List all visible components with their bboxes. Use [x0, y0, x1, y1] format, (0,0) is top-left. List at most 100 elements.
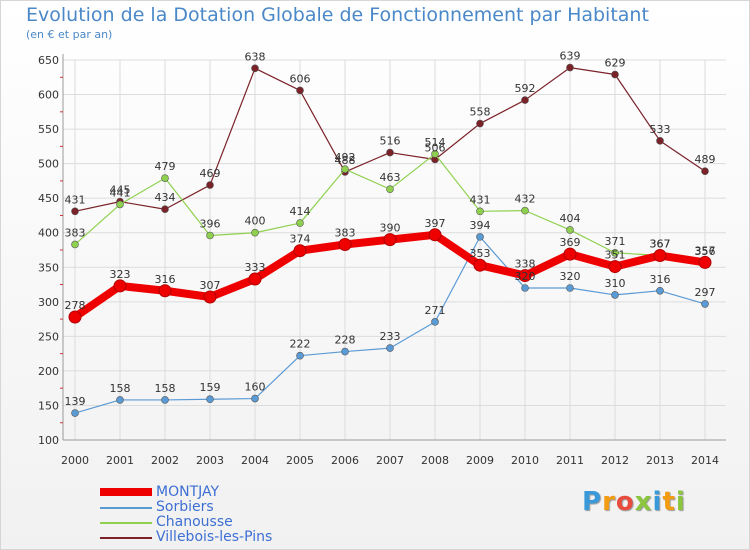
chart-title: Evolution de la Dotation Globale de Fonc…	[26, 4, 649, 26]
data-label-villebois-les-pins: 638	[245, 50, 266, 63]
data-label-villebois-les-pins: 639	[560, 50, 581, 63]
data-label-montjay: 333	[245, 261, 266, 274]
logo-letter: r	[602, 487, 616, 517]
data-point-montjay	[473, 258, 487, 272]
data-label-montjay: 323	[110, 268, 131, 281]
data-label-chanousse: 492	[335, 151, 356, 164]
data-label-montjay: 278	[65, 299, 86, 312]
data-point-montjay	[248, 272, 262, 286]
data-label-villebois-les-pins: 445	[110, 184, 131, 197]
data-label-chanousse: 396	[200, 217, 221, 230]
data-point-villebois-les-pins	[206, 181, 214, 189]
x-tick-label: 2002	[151, 454, 179, 467]
data-label-montjay: 307	[200, 279, 221, 292]
data-label-sorbiers: 320	[515, 270, 536, 283]
data-point-montjay	[68, 310, 82, 324]
x-tick-label: 2010	[511, 454, 539, 467]
data-label-villebois-les-pins: 558	[470, 106, 491, 119]
data-point-montjay	[428, 228, 442, 242]
data-point-sorbiers	[656, 286, 664, 295]
data-label-sorbiers: 394	[470, 219, 491, 232]
logo-letter: P	[582, 487, 603, 517]
data-point-villebois-les-pins	[296, 86, 304, 95]
logo-letter: i	[675, 487, 686, 517]
data-point-sorbiers	[251, 394, 259, 403]
data-point-montjay	[113, 279, 127, 293]
x-tick-label: 2006	[331, 454, 359, 467]
logo-letter: i	[652, 487, 663, 517]
data-label-sorbiers: 228	[335, 334, 356, 347]
data-label-sorbiers: 158	[110, 382, 131, 395]
data-label-chanousse: 431	[470, 193, 491, 206]
data-point-montjay	[608, 260, 622, 274]
x-tick-label: 2014	[691, 454, 719, 467]
data-point-sorbiers	[701, 300, 709, 308]
x-tick-label: 2003	[196, 454, 224, 467]
data-label-villebois-les-pins: 629	[605, 57, 626, 70]
data-point-montjay	[563, 247, 577, 261]
x-tick-label: 2011	[556, 454, 584, 467]
data-label-montjay: 351	[605, 249, 626, 262]
data-point-villebois-les-pins	[251, 64, 259, 73]
data-label-montjay: 383	[335, 226, 356, 239]
legend-label-sorbiers: Sorbiers	[156, 499, 214, 515]
data-label-villebois-les-pins: 434	[155, 191, 176, 204]
proxiti-logo: Proxiti	[582, 487, 686, 517]
data-label-chanousse: 414	[290, 205, 311, 218]
data-label-sorbiers: 222	[290, 338, 311, 351]
data-label-sorbiers: 139	[65, 395, 86, 408]
data-label-chanousse: 463	[380, 171, 401, 184]
data-label-chanousse: 441	[110, 186, 131, 199]
data-label-villebois-les-pins: 533	[650, 123, 671, 136]
data-point-chanousse	[161, 174, 169, 182]
x-tick-label: 2000	[61, 454, 89, 467]
data-label-sorbiers: 271	[425, 304, 446, 317]
chart-subtitle: (en € et par an)	[26, 28, 113, 41]
data-point-montjay	[698, 255, 712, 269]
legend-swatch-chanousse	[100, 522, 152, 524]
data-point-villebois-les-pins	[611, 70, 619, 79]
x-tick-label: 2004	[241, 454, 269, 467]
data-point-chanousse	[341, 165, 349, 173]
data-point-sorbiers	[71, 409, 79, 417]
data-point-chanousse	[566, 226, 574, 234]
data-label-montjay: 316	[155, 273, 176, 286]
data-label-chanousse: 356	[695, 245, 716, 258]
data-label-villebois-les-pins: 606	[290, 72, 311, 85]
data-point-chanousse	[71, 240, 79, 249]
x-tick-label: 2001	[106, 454, 134, 467]
data-label-sorbiers: 233	[380, 330, 401, 343]
data-label-sorbiers: 159	[200, 381, 221, 394]
data-label-chanousse: 432	[515, 193, 536, 206]
y-tick-label: 150	[38, 399, 59, 412]
data-label-chanousse: 514	[425, 136, 446, 149]
data-label-villebois-les-pins: 506	[425, 141, 446, 154]
data-point-chanousse	[476, 207, 484, 216]
legend-label-montjay: MONTJAY	[156, 484, 220, 500]
data-point-sorbiers	[566, 284, 574, 292]
data-label-montjay: 390	[380, 222, 401, 235]
y-tick-label: 400	[38, 227, 59, 240]
data-label-chanousse: 400	[245, 215, 266, 228]
data-label-villebois-les-pins: 488	[335, 154, 356, 167]
data-label-montjay: 397	[425, 217, 446, 230]
legend-swatch-sorbiers	[100, 507, 152, 509]
y-tick-label: 300	[38, 296, 59, 309]
data-point-montjay	[383, 233, 397, 247]
y-tick-label: 600	[38, 89, 59, 102]
x-tick-label: 2013	[646, 454, 674, 467]
logo-letter: o	[615, 487, 635, 517]
data-label-sorbiers: 320	[560, 270, 581, 283]
data-point-montjay	[293, 244, 307, 258]
data-label-montjay: 369	[560, 236, 581, 249]
data-label-sorbiers: 310	[605, 277, 626, 290]
data-point-chanousse	[611, 248, 619, 257]
y-tick-label: 500	[38, 158, 59, 171]
data-label-chanousse: 479	[155, 160, 176, 173]
data-point-sorbiers	[161, 396, 169, 404]
data-label-chanousse: 383	[65, 226, 86, 239]
legend-label-chanousse: Chanousse	[156, 514, 233, 530]
y-tick-label: 550	[38, 123, 59, 136]
data-point-villebois-les-pins	[566, 63, 574, 72]
data-label-villebois-les-pins: 516	[380, 135, 401, 148]
